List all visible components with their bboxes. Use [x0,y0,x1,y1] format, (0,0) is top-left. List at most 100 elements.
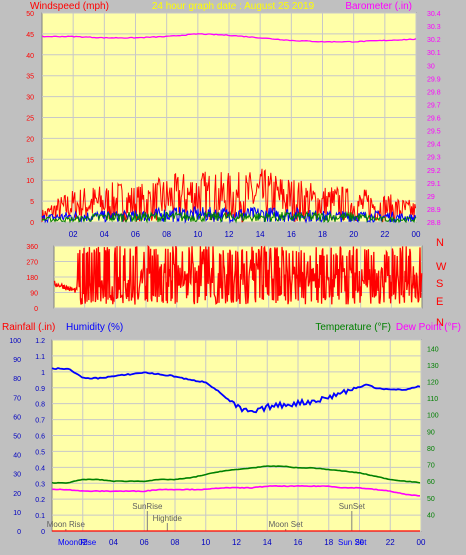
direction-degree-ticks: 0 90 180 270 360 [26,244,38,313]
barometer-tick: 29.6 [427,116,441,123]
wind-x-tick: 18 [318,230,327,239]
barometer-tick: 29.9 [427,76,441,83]
windspeed-tick: 0 [30,220,34,227]
temperature-tick: 70 [427,463,435,470]
windspeed-tick: 50 [26,11,34,18]
humidity-tick: 0 [17,529,21,536]
barometer-axis-label: Barometer (.in) [345,1,412,12]
direction-compass-tick: S [436,278,443,290]
astro-marker-label: Moon Rise [47,520,86,529]
humidity-x-tick: 20 [355,538,364,547]
rainfall-tick: 0.8 [35,402,45,409]
humidity-temperature-panel: Moon Rise SunRise Hightide Moon Set SunSet 0… [2,322,461,547]
wind-x-tick: 04 [100,230,109,239]
barometer-tick: 28.8 [427,220,441,227]
temperature-tick: 40 [427,512,435,519]
rainfall-tick: 0.2 [35,497,45,504]
barometer-tick: 30 [427,63,435,70]
wind-x-tick: 10 [193,230,202,239]
rainfall-tick: 0.1 [35,513,45,520]
barometer-tick: 29.5 [427,129,441,136]
barometer-tick: 30.4 [427,11,441,18]
rainfall-ticks: 0 0.1 0.2 0.3 0.4 0.5 0.6 0.7 0.8 0.9 1 1.1 1.2 [35,338,45,536]
humidity-temperature-series [51,367,421,532]
direction-compass-tick: N [436,317,444,329]
humidity-x-tick: 16 [294,538,303,547]
temperature-axis-label: Temperature (°F) [315,322,391,333]
rainfall-tick: 1.2 [35,338,45,345]
humidity-x-tick: 14 [263,538,272,547]
barometer-tick: 29.1 [427,181,441,188]
windspeed-tick: 45 [26,32,34,39]
barometer-tick: 29.4 [427,142,441,149]
humidity-x-tick: 12 [232,538,241,547]
humidity-x-tick: 08 [171,538,180,547]
rainfall-tick: 0.7 [35,418,45,425]
windspeed-tick: 40 [26,53,34,60]
humidity-tick: 20 [13,491,21,498]
dewpoint-line [52,484,420,497]
wind-series-line [41,210,417,224]
humidity-x-tick: 10 [201,538,210,547]
astro-marker-label: SunSet [339,502,366,511]
temperature-tick: 130 [427,363,439,370]
humidity-x-tick: 00 [417,538,426,547]
moon-rise-bottom-label: Moon Rise [58,538,97,547]
wind-direction-line [53,245,423,305]
barometer-tick: 28.9 [427,207,441,214]
temperature-tick: 60 [427,479,435,486]
humidity-tick: 50 [13,434,21,441]
humidity-x-tick: 04 [109,538,118,547]
sun-set-bottom-label: Sun Set [338,538,367,547]
humidity-tick: 10 [13,510,21,517]
humidity-x-ticks: 02 04 06 08 10 12 14 16 18 20 22 00 [78,538,426,547]
wind-x-tick: 12 [225,230,234,239]
barometer-tick: 29 [427,194,435,201]
barometer-tick: 30.3 [427,24,441,31]
humidity-line [51,367,421,414]
humidity-x-tick: 06 [140,538,149,547]
direction-degree-tick: 0 [34,306,38,313]
barometer-tick: 30.2 [427,37,441,44]
wind-x-ticks: 02 04 06 08 10 12 14 16 18 20 22 00 [69,230,421,239]
temperature-tick: 100 [427,413,439,420]
temperature-line [51,465,421,484]
temperature-tick: 80 [427,446,435,453]
humidity-tick: 70 [13,395,21,402]
direction-compass-tick: W [436,261,447,273]
barometer-tick: 29.8 [427,89,441,96]
wind-x-tick: 02 [69,230,78,239]
windspeed-tick: 20 [26,136,34,143]
direction-compass-tick: E [436,296,443,308]
humidity-x-tick: 02 [78,538,87,547]
temperature-tick: 110 [427,396,438,403]
windspeed-tick: 25 [26,116,34,123]
temperature-ticks: 40 50 60 70 80 90 100 110 120 130 140 [427,346,439,519]
direction-degree-tick: 360 [26,244,38,251]
humidity-x-tick: 22 [386,538,395,547]
humidity-tick: 80 [13,376,21,383]
humidity-axis-label: Humidity (%) [66,322,123,333]
rainfall-tick: 1.1 [35,354,45,361]
wind-x-tick: 22 [380,230,389,239]
chart-title: 24 hour graph date : August 25 2019 [152,1,315,12]
barometer-tick: 29.3 [427,155,441,162]
humidity-tick: 90 [13,357,21,364]
direction-series [53,245,423,305]
astro-marker-label: Hightide [153,514,183,523]
wind-x-tick: 16 [287,230,296,239]
barometer-line [41,33,417,43]
humidity-tick: 40 [13,453,21,460]
rainfall-tick: 0.5 [35,449,45,456]
humidity-tick: 60 [13,414,21,421]
barometer-tick: 29.7 [427,102,441,109]
rainfall-tick: 0.4 [35,465,45,472]
direction-degree-tick: 270 [26,260,38,267]
wind-series-line [41,205,417,224]
windspeed-tick: 5 [30,199,34,206]
windspeed-tick: 15 [26,157,34,164]
rainfall-tick: 0 [41,529,45,536]
